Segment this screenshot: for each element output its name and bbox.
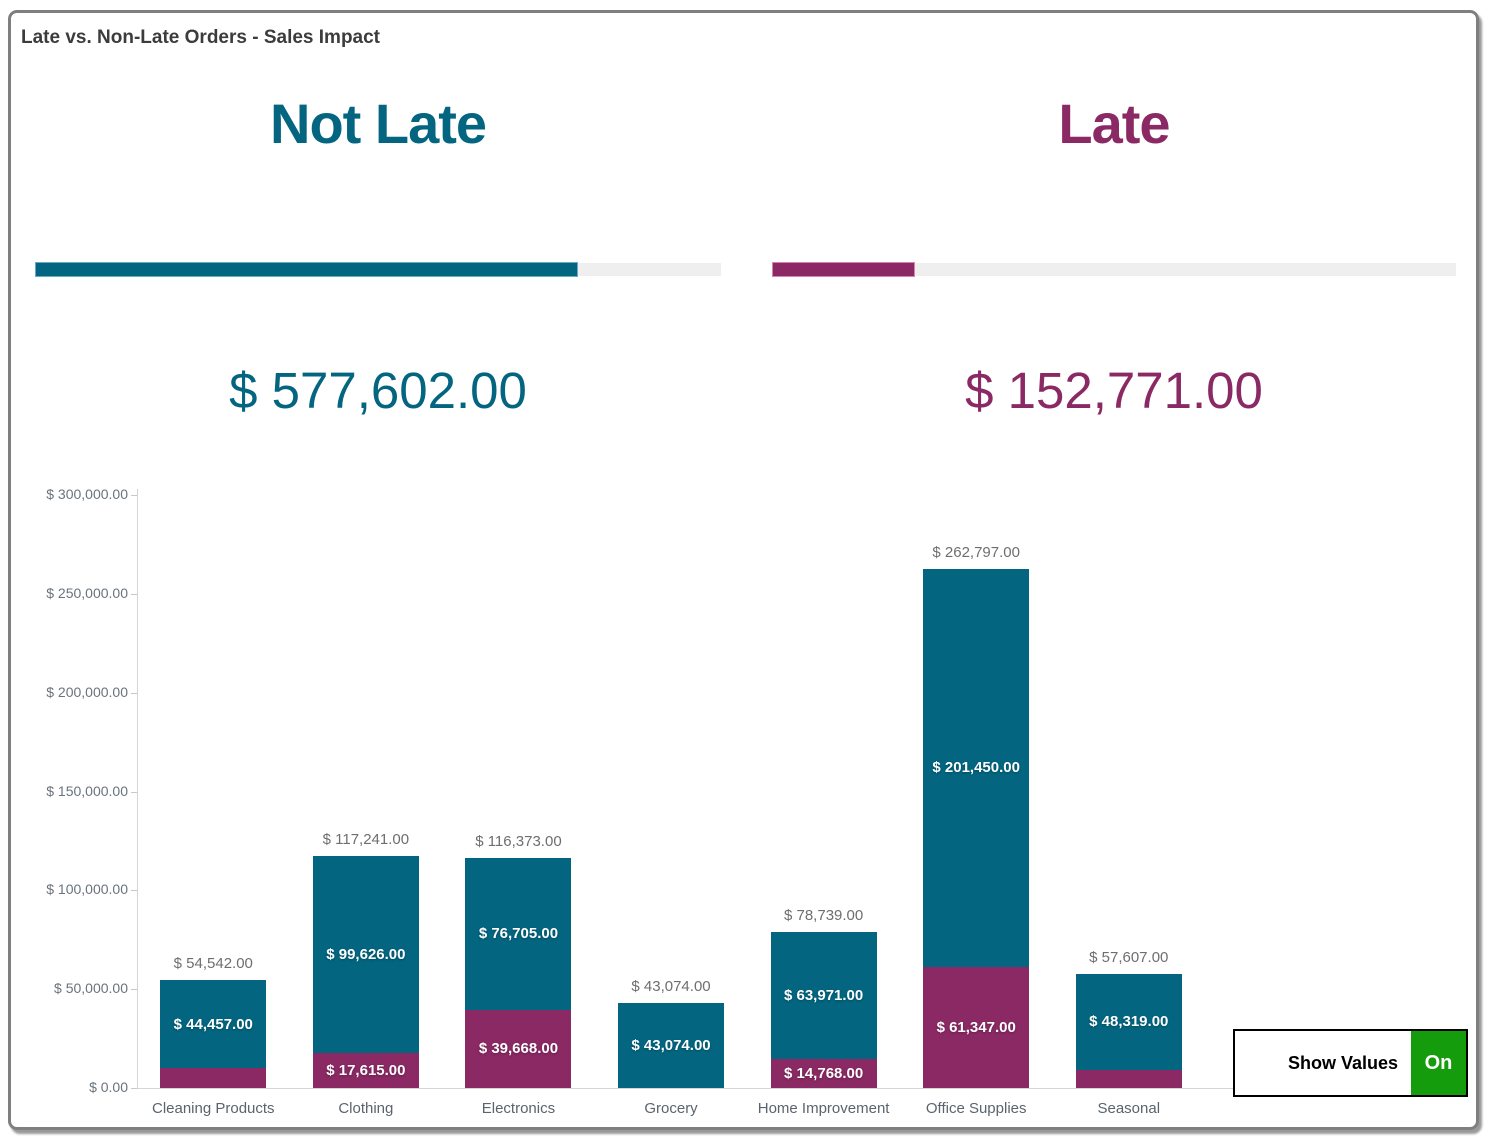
y-axis-tick: [131, 791, 137, 793]
bar-total-label: $ 117,241.00: [322, 831, 410, 849]
kpi-late: Late $ 152,771.00: [772, 73, 1456, 473]
bar-segment-label: $ 61,347.00: [936, 1018, 1016, 1036]
kpi-not-late-heading: Not Late: [270, 92, 487, 155]
bar-segment-late[interactable]: $ 14,768.00: [770, 1058, 877, 1088]
bar-segment-late[interactable]: [160, 1068, 267, 1088]
x-axis-line: [137, 1088, 1237, 1089]
bar-segment-label: $ 14,768.00: [783, 1064, 864, 1082]
y-axis-tick: [131, 989, 137, 991]
y-axis-tick: [131, 692, 137, 694]
y-axis-tick: [131, 1088, 137, 1089]
category-label: Office Supplies: [925, 1100, 1027, 1117]
category-label: Grocery: [644, 1100, 698, 1117]
bar-segment-late[interactable]: $ 17,615.00: [312, 1053, 419, 1088]
bar-segment-label: $ 39,668.00: [478, 1040, 559, 1058]
bar-segment-not-late[interactable]: $ 63,971.00: [770, 932, 877, 1059]
toggle-on-button[interactable]: On: [1411, 1031, 1466, 1095]
kpi-late-progress-track: [772, 262, 1456, 277]
kpi-late-progress-fill: [772, 262, 915, 277]
dashboard-window: Late vs. Non-Late Orders - Sales Impact …: [8, 10, 1479, 1130]
kpi-not-late-value: $ 577,602.00: [229, 362, 527, 419]
bar-total-label: $ 43,074.00: [631, 977, 711, 995]
y-axis-line: [137, 489, 138, 1089]
bar-segment-late[interactable]: $ 39,668.00: [465, 1009, 572, 1088]
bar-segment-not-late[interactable]: $ 99,626.00: [312, 856, 419, 1054]
y-axis-label: $ 0.00: [89, 1079, 128, 1095]
bar-total-label: $ 57,607.00: [1089, 949, 1169, 967]
kpi-late-value: $ 152,771.00: [965, 362, 1263, 419]
y-axis-label: $ 100,000.00: [46, 881, 128, 898]
y-axis-tick: [131, 593, 137, 595]
kpi-not-late: Not Late $ 577,602.00: [35, 73, 721, 473]
y-axis-label: $ 50,000.00: [54, 980, 128, 997]
kpi-not-late-progress-track: [35, 262, 721, 277]
y-axis-label: $ 250,000.00: [46, 584, 128, 601]
bar-segment-not-late[interactable]: $ 43,074.00: [618, 1002, 725, 1088]
bar-total-label: $ 54,542.00: [173, 955, 253, 973]
category-label: Clothing: [338, 1100, 394, 1117]
bar-total-label: $ 116,373.00: [475, 832, 562, 850]
bar-segment-not-late[interactable]: $ 201,450.00: [923, 568, 1030, 967]
bar-segment-late[interactable]: [1075, 1069, 1182, 1088]
bar-segment-label: $ 44,457.00: [173, 1015, 253, 1033]
bar-segment-not-late[interactable]: $ 48,319.00: [1075, 974, 1182, 1070]
bar-segment-late[interactable]: $ 61,347.00: [923, 966, 1030, 1088]
bar-segment-label: $ 43,074.00: [631, 1036, 711, 1054]
dashboard-title: Late vs. Non-Late Orders - Sales Impact: [21, 27, 381, 48]
bar-segment-label: $ 201,450.00: [932, 759, 1020, 777]
bar-total-label: $ 262,797.00: [932, 543, 1020, 561]
y-axis-label: $ 150,000.00: [46, 782, 128, 799]
bar-segment-not-late[interactable]: $ 44,457.00: [160, 980, 267, 1069]
kpi-late-heading: Late: [1058, 92, 1170, 155]
bar-segment-label: $ 99,626.00: [326, 946, 406, 964]
bar-segment-label: $ 48,319.00: [1089, 1013, 1169, 1031]
y-axis-label: $ 200,000.00: [46, 683, 128, 700]
y-axis-tick: [131, 890, 137, 892]
kpi-not-late-progress-fill: [35, 262, 578, 277]
category-label: Seasonal: [1097, 1100, 1161, 1117]
bar-segment-not-late[interactable]: $ 76,705.00: [465, 857, 572, 1010]
bar-segment-label: $ 17,615.00: [326, 1062, 406, 1080]
show-values-toggle[interactable]: Show Values On: [1233, 1029, 1468, 1097]
bar-segment-label: $ 76,705.00: [478, 925, 559, 943]
y-axis-label: $ 300,000.00: [46, 486, 128, 502]
category-label: Cleaning Products: [151, 1100, 275, 1117]
bar-segment-label: $ 63,971.00: [783, 987, 864, 1005]
bar-total-label: $ 78,739.00: [783, 907, 864, 925]
show-values-label: Show Values: [1287, 1052, 1398, 1073]
category-label: Home Improvement: [757, 1100, 890, 1117]
category-label: Electronics: [481, 1100, 556, 1117]
y-axis-tick: [131, 495, 137, 496]
